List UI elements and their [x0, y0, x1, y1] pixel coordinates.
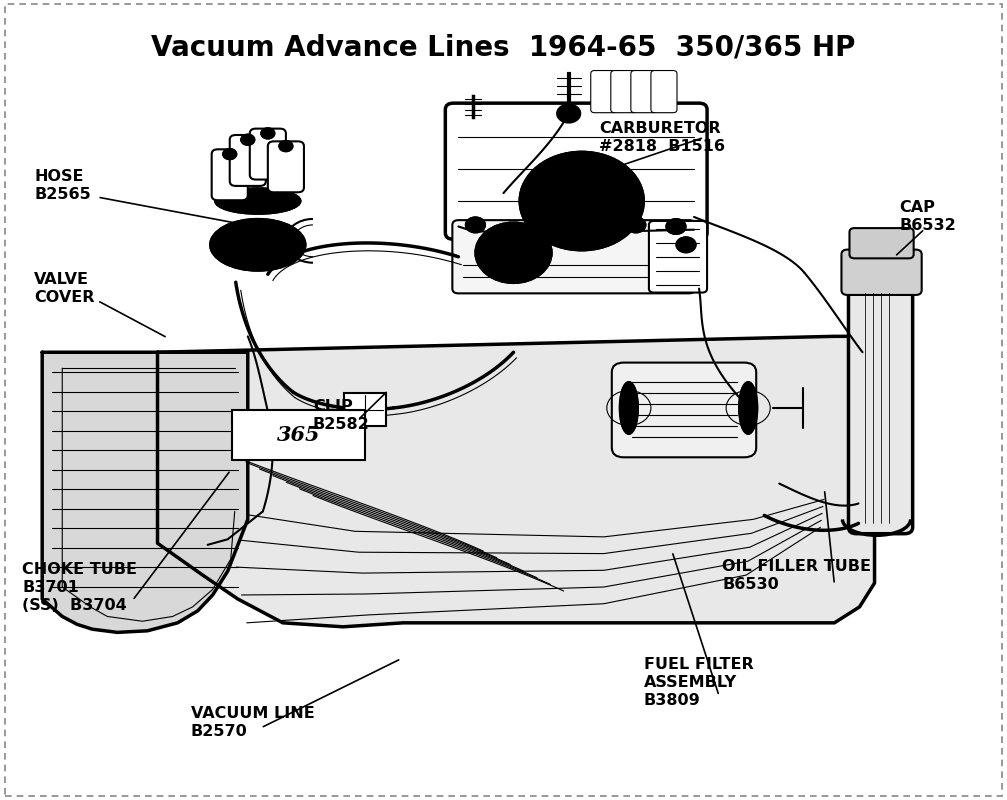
Text: HOSE
B2565: HOSE B2565: [34, 169, 91, 202]
Circle shape: [557, 104, 581, 123]
Circle shape: [572, 221, 592, 237]
Circle shape: [520, 152, 643, 250]
Text: VALVE
COVER: VALVE COVER: [34, 272, 95, 305]
FancyBboxPatch shape: [842, 250, 921, 295]
FancyBboxPatch shape: [230, 135, 266, 186]
Circle shape: [241, 134, 255, 146]
FancyBboxPatch shape: [232, 410, 366, 461]
FancyBboxPatch shape: [651, 70, 677, 113]
FancyBboxPatch shape: [268, 142, 304, 192]
FancyBboxPatch shape: [250, 129, 286, 179]
Text: CARBURETOR
#2818  B1516: CARBURETOR #2818 B1516: [599, 121, 725, 154]
Circle shape: [676, 237, 696, 253]
FancyBboxPatch shape: [611, 70, 636, 113]
Circle shape: [475, 222, 552, 283]
Ellipse shape: [739, 382, 757, 434]
Polygon shape: [42, 352, 248, 632]
Circle shape: [223, 149, 237, 160]
Ellipse shape: [215, 188, 300, 214]
Polygon shape: [157, 336, 874, 627]
FancyBboxPatch shape: [445, 103, 707, 239]
Text: FUEL FILTER
ASSEMBLY
B3809: FUEL FILTER ASSEMBLY B3809: [643, 657, 753, 708]
FancyBboxPatch shape: [591, 70, 617, 113]
FancyBboxPatch shape: [850, 228, 913, 258]
Text: CHOKE TUBE
B3701
(SS)  B3704: CHOKE TUBE B3701 (SS) B3704: [22, 562, 137, 613]
Text: OIL FILLER TUBE
B6530: OIL FILLER TUBE B6530: [722, 558, 871, 591]
Circle shape: [261, 128, 275, 139]
FancyBboxPatch shape: [344, 393, 386, 426]
Circle shape: [524, 218, 544, 234]
Ellipse shape: [210, 219, 305, 270]
Text: CLIP
B2582: CLIP B2582: [313, 399, 370, 433]
FancyBboxPatch shape: [649, 221, 707, 293]
Circle shape: [465, 217, 485, 233]
Text: VACUUM LINE
B2570: VACUUM LINE B2570: [190, 706, 314, 739]
Text: Vacuum Advance Lines  1964-65  350/365 HP: Vacuum Advance Lines 1964-65 350/365 HP: [151, 34, 856, 62]
Circle shape: [625, 217, 645, 233]
FancyBboxPatch shape: [630, 70, 657, 113]
FancyBboxPatch shape: [211, 150, 248, 200]
Circle shape: [279, 141, 293, 152]
Text: CAP
B6532: CAP B6532: [899, 201, 957, 234]
Ellipse shape: [620, 382, 637, 434]
FancyBboxPatch shape: [612, 362, 756, 458]
FancyBboxPatch shape: [452, 220, 695, 294]
Text: 365: 365: [277, 425, 320, 445]
Circle shape: [666, 218, 686, 234]
FancyBboxPatch shape: [849, 274, 912, 534]
